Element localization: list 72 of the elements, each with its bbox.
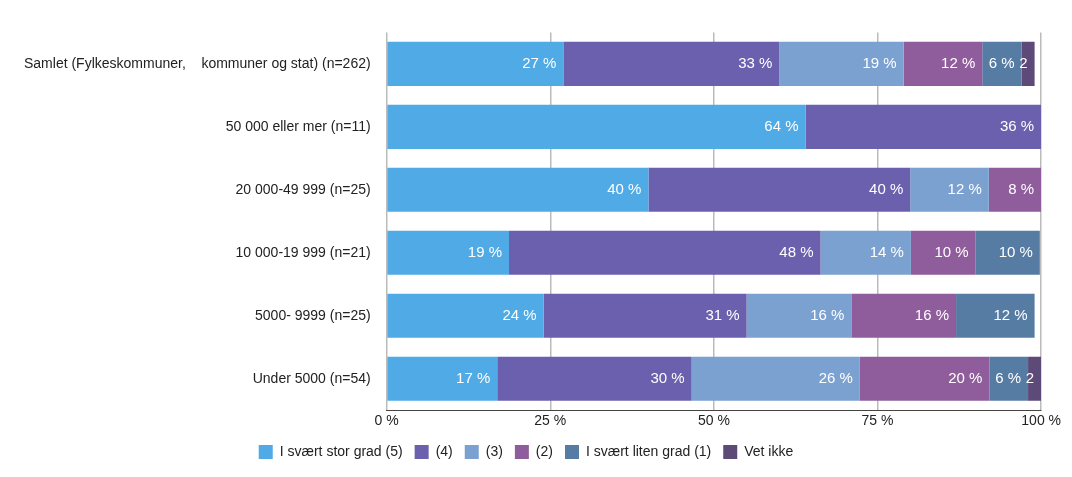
- bar: [691, 356, 860, 401]
- bar: [988, 167, 1042, 212]
- data-label: 40 %: [869, 179, 904, 197]
- legend-label: I svært liten grad (1): [585, 442, 712, 459]
- bar: [1028, 356, 1042, 401]
- bar: [543, 293, 747, 338]
- legend-label: (3): [485, 442, 503, 459]
- bar: [648, 167, 911, 212]
- data-label: 31 %: [705, 305, 740, 323]
- bar: [859, 356, 990, 401]
- data-label: 20 %: [948, 368, 983, 386]
- y-tick-label: Under 5000 (n=54): [252, 369, 371, 386]
- bar: [1021, 41, 1035, 86]
- data-label: 40 %: [607, 179, 642, 197]
- y-tick-label: Samlet (Fylkeskommuner, kommuner og stat) (n=262): [24, 54, 371, 71]
- x-tick-label: 50 %: [697, 412, 730, 429]
- data-label: 19 %: [862, 54, 897, 72]
- data-label: 2: [1019, 54, 1028, 72]
- bar: [387, 41, 564, 86]
- bar: [387, 104, 806, 149]
- data-label: 27 %: [522, 54, 557, 72]
- bar: [779, 41, 904, 86]
- bar: [497, 356, 692, 401]
- data-label: 2: [1025, 368, 1035, 386]
- bar: [910, 230, 976, 275]
- y-tick-label: 20 000-49 999 (n=25): [235, 180, 371, 197]
- x-tick-label: 0 %: [374, 412, 399, 429]
- legend-label: Vet ikke: [744, 442, 794, 459]
- bar: [563, 41, 780, 86]
- bar: [805, 104, 1042, 149]
- data-label: 26 %: [818, 368, 853, 386]
- data-label: 6 %: [995, 368, 1022, 386]
- bar: [509, 230, 821, 275]
- bar: [910, 167, 989, 212]
- bar: [820, 230, 911, 275]
- x-tick-label: 100 %: [1021, 412, 1061, 429]
- bar: [387, 230, 510, 275]
- data-label: 12 %: [993, 305, 1028, 323]
- legend-label: (4): [435, 442, 453, 459]
- data-label: 24 %: [502, 305, 537, 323]
- legend-label: I svært stor grad (5): [279, 442, 403, 459]
- bar: [851, 293, 957, 338]
- y-tick-label: 50 000 eller mer (n=11): [225, 117, 371, 134]
- data-label: 16 %: [914, 305, 950, 323]
- data-label: 30 %: [650, 368, 685, 386]
- x-tick-label: 25 %: [534, 412, 567, 429]
- bar: [975, 230, 1040, 275]
- bar: [387, 356, 498, 401]
- data-label: 14 %: [869, 242, 904, 260]
- data-label: 10 %: [934, 242, 969, 260]
- bar: [387, 167, 649, 212]
- legend-label: (2): [535, 442, 553, 459]
- data-label: 8 %: [1008, 179, 1035, 197]
- bar: [956, 293, 1035, 338]
- y-tick-label: 5000- 9999 (n=25): [255, 306, 371, 323]
- bar: [387, 293, 544, 338]
- data-label: 10 %: [998, 242, 1033, 260]
- data-label: 12 %: [947, 179, 982, 197]
- data-label: 6 %: [988, 54, 1015, 72]
- bar: [746, 293, 852, 338]
- bar: [903, 41, 983, 86]
- data-label: 12 %: [941, 54, 976, 72]
- data-label: 17 %: [456, 368, 491, 386]
- y-tick-label: 10 000-19 999 (n=21): [235, 243, 371, 260]
- data-label: 64 %: [764, 116, 799, 134]
- data-label: 48 %: [779, 242, 814, 260]
- data-label: 36 %: [999, 116, 1035, 134]
- bar: [982, 41, 1022, 86]
- data-label: 33 %: [738, 54, 773, 72]
- x-tick-label: 75 %: [861, 412, 894, 429]
- data-label: 19 %: [467, 242, 503, 260]
- data-label: 16 %: [810, 305, 845, 323]
